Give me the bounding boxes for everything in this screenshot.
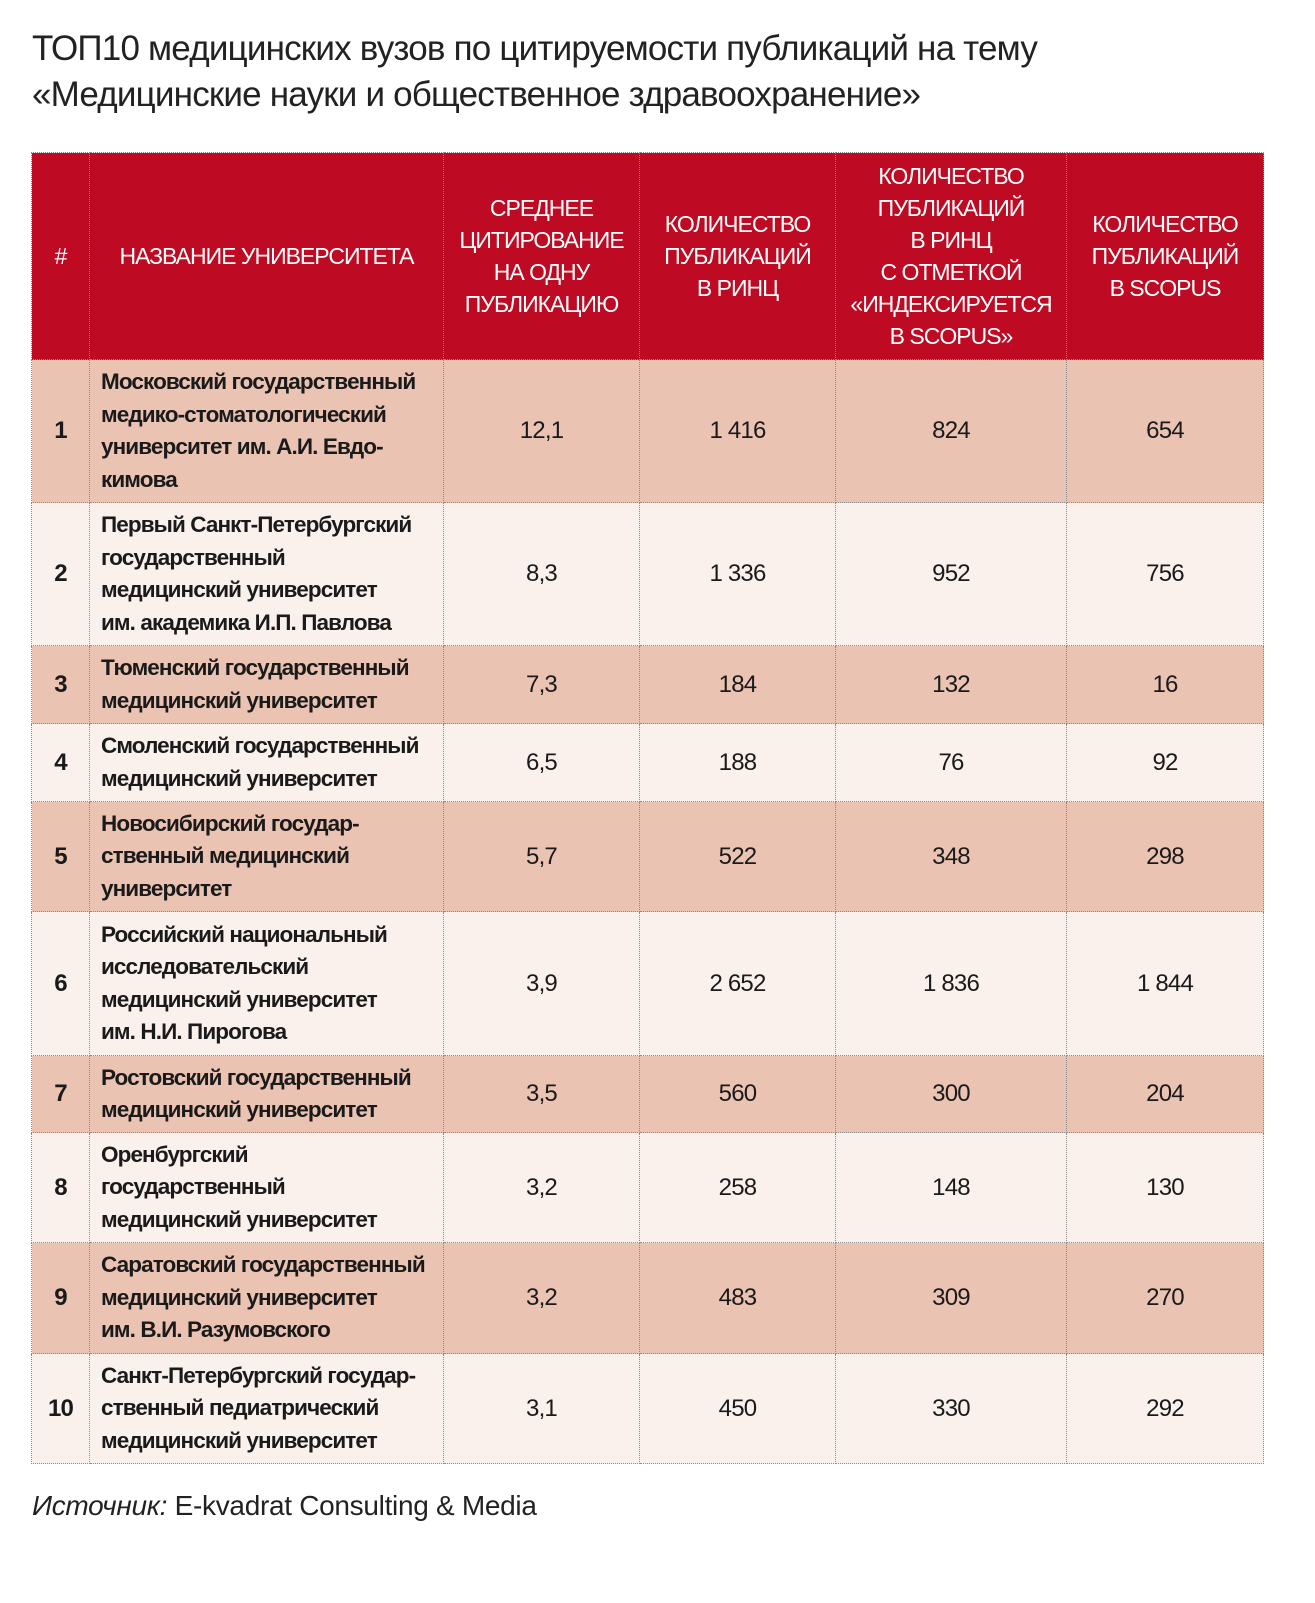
cell-rinc-scopus-count: 952 [835,502,1067,646]
cell-university: Тюменский государственный медицинский ун… [89,645,444,724]
cell-rank: 5 [31,801,90,912]
cell-avg-citation: 8,3 [443,502,640,646]
cell-rinc-count: 1 416 [639,359,836,503]
cell-rank: 9 [31,1242,90,1354]
cell-rank: 6 [31,911,90,1056]
cell-rinc-count: 184 [639,645,836,724]
source-text: E-kvadrat Consulting & Media [167,1490,537,1521]
cell-rinc-count: 450 [639,1353,836,1464]
page-title: ТОП10 медицинских вузов по цитируемости … [32,29,1038,114]
cell-avg-citation: 3,1 [443,1353,640,1464]
cell-scopus-count: 16 [1066,645,1264,724]
table-row: 6 Российский национальный исследовательск… [31,911,1264,1056]
source-note: Источник: E-kvadrat Consulting & Media [32,1490,537,1522]
cell-avg-citation: 7,3 [443,645,640,724]
cell-university: Оренбургский государственный медицинский… [89,1132,444,1243]
table-row: 1 Московский государственный медико-стома… [31,359,1264,503]
cell-rank: 4 [31,723,90,802]
cell-rinc-count: 258 [639,1132,836,1243]
cell-university: Новосибирский государ- ственный медицинс… [89,801,444,912]
cell-scopus-count: 292 [1066,1353,1264,1464]
cell-rinc-scopus-count: 148 [835,1132,1067,1243]
table-row: 4 Смоленский государственный медицинский … [31,723,1264,802]
cell-university: Смоленский государственный медицинский у… [89,723,444,802]
cell-rank: 3 [31,645,90,724]
cell-rinc-scopus-count: 309 [835,1242,1067,1354]
cell-rank: 8 [31,1132,90,1243]
cell-rank: 10 [31,1353,90,1464]
header-scopus-count: КОЛИЧЕСТВО ПУБЛИКАЦИЙ В SCOPUS [1066,152,1264,360]
cell-avg-citation: 3,5 [443,1055,640,1133]
cell-rank: 2 [31,502,90,646]
header-university: НАЗВАНИЕ УНИВЕРСИТЕТА [89,152,444,360]
source-label: Источник: [32,1490,168,1521]
cell-scopus-count: 1 844 [1066,911,1264,1056]
table-row: 7 Ростовский государственный медицинский … [31,1055,1264,1133]
cell-rinc-count: 560 [639,1055,836,1133]
cell-avg-citation: 6,5 [443,723,640,802]
cell-rinc-count: 483 [639,1242,836,1354]
table-row: 2 Первый Санкт-Петербургский государствен… [31,502,1264,646]
table-row: 5 Новосибирский государ- ственный медицин… [31,801,1264,912]
cell-rinc-scopus-count: 824 [835,359,1067,503]
cell-avg-citation: 3,2 [443,1132,640,1243]
ranking-table: # НАЗВАНИЕ УНИВЕРСИТЕТА СРЕДНЕЕ ЦИТИРОВА… [31,152,1264,1464]
cell-university: Московский государственный медико-стомат… [89,359,444,503]
cell-university: Российский национальный исследовательски… [89,911,444,1056]
cell-rinc-count: 188 [639,723,836,802]
cell-rinc-scopus-count: 76 [835,723,1067,802]
cell-rank: 7 [31,1055,90,1133]
cell-avg-citation: 3,2 [443,1242,640,1354]
cell-rinc-count: 2 652 [639,911,836,1056]
table-row: 8 Оренбургский государственный медицински… [31,1132,1264,1243]
cell-scopus-count: 92 [1066,723,1264,802]
header-row: # НАЗВАНИЕ УНИВЕРСИТЕТА СРЕДНЕЕ ЦИТИРОВА… [31,152,1264,360]
cell-avg-citation: 3,9 [443,911,640,1056]
cell-scopus-count: 204 [1066,1055,1264,1133]
cell-scopus-count: 756 [1066,502,1264,646]
cell-rinc-scopus-count: 330 [835,1353,1067,1464]
cell-university: Санкт-Петербургский государ- ственный пе… [89,1353,444,1464]
cell-rinc-count: 522 [639,801,836,912]
table-row: 9 Саратовский государственный медицинский… [31,1242,1264,1354]
cell-rinc-scopus-count: 1 836 [835,911,1067,1056]
cell-university: Первый Санкт-Петербургский государственн… [89,502,444,646]
table-row: 3 Тюменский государственный медицинский у… [31,645,1264,724]
cell-avg-citation: 12,1 [443,359,640,503]
cell-scopus-count: 130 [1066,1132,1264,1243]
header-avg-citation: СРЕДНЕЕ ЦИТИРОВАНИЕ НА ОДНУ ПУБЛИКАЦИЮ [443,152,640,360]
cell-university: Саратовский государственный медицинский … [89,1242,444,1354]
cell-scopus-count: 298 [1066,801,1264,912]
header-rank: # [31,152,90,360]
header-rinc-scopus-count: КОЛИЧЕСТВО ПУБЛИКАЦИЙ В РИНЦ С ОТМЕТКОЙ … [835,152,1067,360]
header-rinc-count: КОЛИЧЕСТВО ПУБЛИКАЦИЙ В РИНЦ [639,152,836,360]
cell-rinc-scopus-count: 132 [835,645,1067,724]
cell-avg-citation: 5,7 [443,801,640,912]
cell-scopus-count: 270 [1066,1242,1264,1354]
cell-scopus-count: 654 [1066,359,1264,503]
cell-rinc-scopus-count: 300 [835,1055,1067,1133]
cell-rinc-scopus-count: 348 [835,801,1067,912]
table-row: 10 Санкт-Петербургский государ- ственный … [31,1353,1264,1464]
cell-rank: 1 [31,359,90,503]
cell-university: Ростовский государственный медицинский у… [89,1055,444,1133]
cell-rinc-count: 1 336 [639,502,836,646]
